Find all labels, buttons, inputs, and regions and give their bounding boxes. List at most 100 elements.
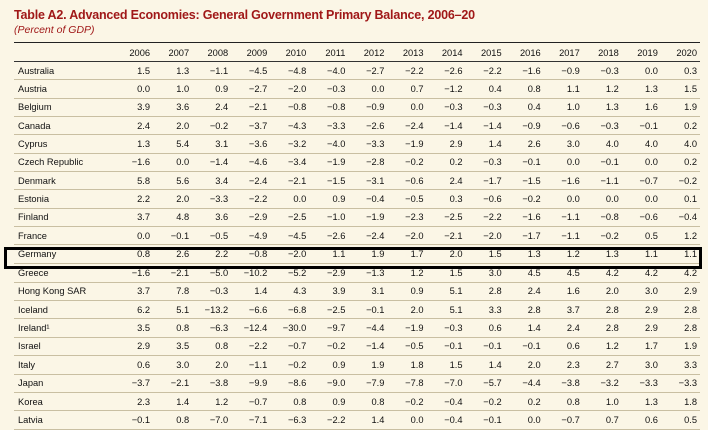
value-cell: 1.0 [153,79,193,99]
value-cell: −7.8 [387,374,427,393]
primary-balance-table: 2006 2007 2008 2009 2010 2011 2012 2013 2014 2015… [14,44,700,430]
value-cell: 2.9 [621,318,661,338]
value-cell: −1.9 [387,134,427,154]
value-cell: 4.0 [582,134,622,154]
value-cell: −1.0 [309,208,349,228]
table-row: Estonia 2.2 2.0 −3.3 −2.2 0.0 0.9 −0.4 −0.5 0.3 −0… [14,189,700,209]
value-cell: 1.8 [660,392,700,412]
country-name: Hong Kong SAR [14,282,114,302]
value-cell: −2.4 [231,171,271,191]
value-cell: 5.1 [153,300,193,320]
value-cell: −0.3 [426,98,466,118]
value-cell: 3.9 [114,98,154,118]
table-row: France 0.0 −0.1 −0.5 −4.9 −4.5 −2.6 −2.4 −2.0 −2.… [14,226,700,246]
value-cell: −3.8 [192,374,232,393]
value-cell: −3.1 [348,171,388,191]
value-cell: 0.0 [153,153,193,173]
value-cell: 0.2 [660,116,700,136]
value-cell: −2.6 [309,226,349,246]
value-cell: 3.0 [543,134,583,154]
value-cell: −2.1 [270,171,310,191]
value-cell: 0.4 [504,98,544,118]
value-cell: −4.0 [309,134,349,154]
value-cell: 3.1 [348,282,388,302]
value-cell: −0.7 [543,410,583,430]
value-cell: −2.7 [231,79,271,99]
value-cell: 0.0 [270,189,310,209]
value-cell: −2.4 [387,116,427,136]
value-cell: 0.8 [543,392,583,412]
value-cell: 0.0 [348,79,388,99]
value-cell: −3.2 [270,134,310,154]
value-cell: 0.5 [621,226,661,246]
value-cell: 0.6 [621,410,661,430]
value-cell: −0.4 [426,392,466,412]
value-cell: 0.0 [387,410,427,430]
value-cell: −2.2 [387,61,427,81]
value-cell: 2.7 [582,355,622,375]
value-cell: −1.4 [348,337,388,357]
value-cell: 4.3 [270,282,310,302]
value-cell: −0.3 [465,153,505,173]
value-cell: 0.5 [660,410,700,430]
value-cell: 5.4 [153,134,193,154]
value-cell: 1.4 [465,355,505,375]
value-cell: −1.2 [426,79,466,99]
value-cell: 0.0 [621,153,661,173]
value-cell: 1.0 [543,98,583,118]
value-cell: −0.3 [582,61,622,81]
table-row: Latvia −0.1 0.8 −7.0 −7.1 −6.3 −2.2 1.4 0.0 −0.4−… [14,410,700,430]
value-cell: −0.4 [426,410,466,430]
value-cell: −1.6 [114,153,154,173]
value-cell: −0.6 [543,116,583,136]
value-cell: −3.6 [231,134,271,154]
value-cell: −2.5 [309,300,349,320]
table-row: Iceland 6.2 5.1 −13.2 −6.6 −6.8 −2.5 −0.1 2.0 5.1… [14,300,700,320]
country-name: Belgium [14,98,114,118]
value-cell: 0.6 [465,318,505,338]
value-cell: 2.0 [504,355,544,375]
value-cell: 0.0 [387,98,427,118]
value-cell: 1.4 [465,134,505,154]
value-cell: 3.9 [309,282,349,302]
value-cell: −1.4 [192,153,232,173]
value-cell: −0.1 [114,410,154,430]
country-name: Canada [14,116,114,136]
value-cell: 2.0 [153,116,193,136]
year-header-2020: 2020 [660,44,700,62]
value-cell: −0.5 [387,337,427,357]
value-cell: −2.0 [465,226,505,246]
value-cell: 0.2 [426,153,466,173]
value-cell: −4.9 [231,226,271,246]
value-cell: −3.4 [270,153,310,173]
country-name: Estonia [14,189,114,209]
table-row: Canada 2.4 2.0 −0.2 −3.7 −4.3 −3.3 −2.6 −2.4 −1.4… [14,116,700,136]
value-cell: −0.1 [465,410,505,430]
value-cell: −2.2 [231,189,271,209]
value-cell: −2.0 [387,226,427,246]
value-cell: −2.4 [348,226,388,246]
value-cell: 2.3 [543,355,583,375]
value-cell: 1.5 [114,61,154,81]
value-cell: −0.2 [270,355,310,375]
value-cell: −2.9 [231,208,271,228]
value-cell: −6.3 [270,410,310,430]
value-cell: −4.5 [270,226,310,246]
value-cell: −0.4 [348,189,388,209]
value-cell: −5.7 [465,374,505,393]
table-title: Table A2. Advanced Economies: General Go… [14,8,475,22]
value-cell: 0.9 [309,355,349,375]
value-cell: −0.2 [660,171,700,191]
value-cell: −4.6 [231,153,271,173]
value-cell: 3.3 [465,300,505,320]
value-cell: 5.1 [426,282,466,302]
value-cell: 4.0 [621,134,661,154]
table-row: Italy 0.6 3.0 2.0 −1.1 −0.2 0.9 1.9 1.8 1.5 1.4 2.0… [14,355,700,375]
value-cell: 0.8 [153,410,193,430]
value-cell: −0.4 [660,208,700,228]
value-cell: 2.2 [114,189,154,209]
value-cell: 1.2 [582,337,622,357]
value-cell: −7.0 [192,410,232,430]
value-cell: 2.4 [426,171,466,191]
value-cell: −7.0 [426,374,466,393]
